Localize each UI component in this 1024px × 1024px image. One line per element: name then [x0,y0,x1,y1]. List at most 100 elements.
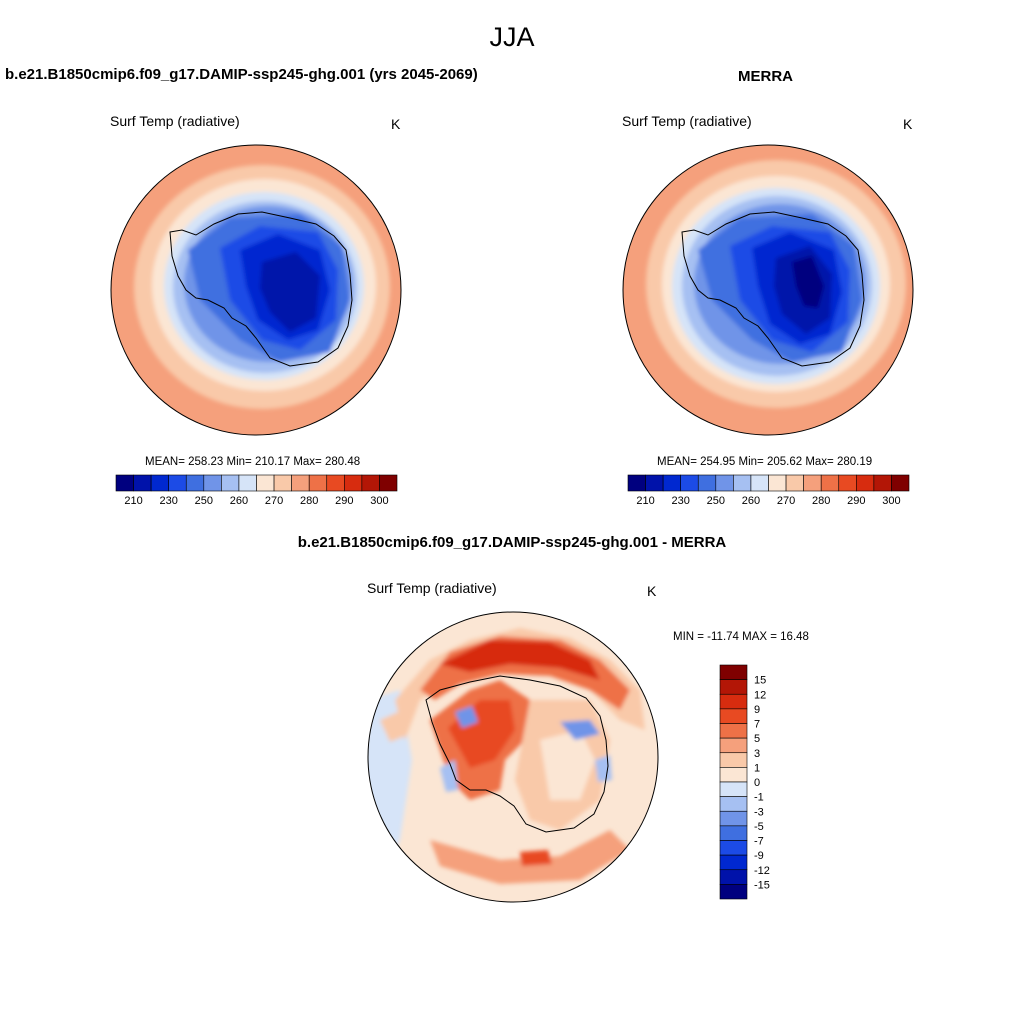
panel3-colorbar-tick-label: 12 [754,689,766,701]
panel2-colorbar-tick-label: 270 [777,495,795,507]
panel1-colorbar-box [115,474,134,492]
panel3-colorbar-box [719,693,748,710]
panel3-colorbar-box [719,708,748,724]
panel1-title: b.e21.B1850cmip6.f09_g17.DAMIP-ssp245-gh… [5,66,478,83]
panel3-colorbar-box [719,737,748,754]
panel2-colorbar-tick-label: 250 [707,495,725,507]
panel2-colorbar-box [856,474,875,492]
panel1-colorbar-tick-label: 250 [195,495,213,507]
panel3-colorbar-tick-label: -5 [754,821,764,833]
panel1-colorbar-box [256,474,275,492]
panel1-colorbar: 210 230 250 260 270 280 290 300 [115,474,398,507]
panel2-colorbar: 210 230 250 260 270 280 290 300 [627,474,910,507]
panel3-colorbar-tick-label: 0 [754,777,760,789]
panel2-colorbar-box [627,474,646,492]
panel3-map-border [367,611,659,903]
panel3-field-patch [455,706,478,728]
panel3-field-patch [380,712,405,742]
panel1-colorbar-box [273,474,292,492]
panel1-colorbar-box [326,474,345,492]
panel3-title: b.e21.B1850cmip6.f09_g17.DAMIP-ssp245-gh… [297,534,727,551]
panel1-colorbar-tick-label: 300 [370,495,388,507]
panel1-colorbar-box [168,474,187,492]
panel2-colorbar-box [838,474,857,492]
panel2-coastline [681,211,865,367]
panel2-colorbar-box [803,474,822,492]
panel2-colorbar-tick-label: 280 [812,495,830,507]
panel1-colorbar-tick-label: 290 [335,495,353,507]
panel2-colorbar-tick-label: 260 [742,495,760,507]
panel3-colorbar-tick-label: 1 [754,762,760,774]
panel2-colorbar-tick-label: 210 [636,495,654,507]
panel3-map [368,612,658,902]
panel2-stats: MEAN= 254.95 Min= 205.62 Max= 280.19 [657,456,873,468]
panel3-stats: MIN = -11.74 MAX = 16.48 [673,631,809,643]
panel1-colorbar-box [150,474,169,492]
panel3-colorbar-box [719,752,748,768]
panel1-colorbar-tick-label: 210 [124,495,142,507]
panel3-colorbar-tick-label: 7 [754,719,760,731]
panel2-colorbar-box [733,474,752,492]
panel1-colorbar-box [291,474,310,492]
panel1-stats: MEAN= 258.23 Min= 210.17 Max= 280.48 [145,456,361,468]
panel3-colorbar-tick-label: 9 [754,704,760,716]
panel1-coastline [169,211,353,367]
panel2-map-border [622,144,914,436]
panel1-variable-label: Surf Temp (radiative) [110,113,240,129]
panel2-colorbar-box [768,474,787,492]
panel3-colorbar-box [719,664,748,680]
panel3-field-patch [430,830,630,884]
panel3-colorbar-tick-label: -15 [754,879,770,891]
panel1-colorbar-box [185,474,205,492]
panel2-colorbar-box [715,474,734,492]
panel3-colorbar-tick-label: -9 [754,850,764,862]
panel1-colorbar-box [221,474,240,492]
panel3-colorbar-tick-label: 15 [754,675,766,687]
panel3-colorbar-tick-label: -12 [754,865,770,877]
panel1-colorbar-box [344,474,363,492]
panel3-colorbar-box [719,679,748,695]
panel3-colorbar-box [719,796,748,812]
panel2-colorbar-box [891,474,910,492]
panel3-colorbar-box [719,810,748,827]
panel2-variable-label: Surf Temp (radiative) [622,113,752,129]
panel3-colorbar-tick-label: -3 [754,806,764,818]
panel3-units-label: K [647,583,657,599]
panel3-colorbar-box [719,781,748,797]
panel1-colorbar-box [133,474,152,492]
panel3-colorbar-tick-label: 5 [754,733,760,745]
panel1-colorbar-box [361,474,380,492]
panel3-field-patch [540,730,595,800]
panel3-colorbar: 15 12 9 7 5 3 1 0 -1 -3 -5 -7 -9 -12 -15 [719,664,770,900]
panel3-field-patch [520,850,552,866]
panel1-colorbar-box [379,474,398,492]
panel2-colorbar-box [697,474,717,492]
panel3-colorbar-box [719,854,748,871]
panel3-field-patch [560,720,600,740]
panel2-colorbar-box [873,474,892,492]
panel1-colorbar-box [203,474,222,492]
panel1-field-band [260,252,320,332]
panel3-colorbar-box [719,869,748,885]
panel3-colorbar-box [719,825,748,841]
panel3-colorbar-box [719,840,748,856]
panel2-colorbar-box [820,474,840,492]
panel1-colorbar-tick-label: 270 [265,495,283,507]
panel2-field-band [792,256,824,308]
panel2-title: MERRA [738,68,793,85]
panel2-colorbar-tick-label: 300 [882,495,900,507]
panel2-colorbar-tick-label: 290 [847,495,865,507]
panel3-colorbar-tick-label: -1 [754,792,764,804]
panel3-colorbar-tick-label: 3 [754,748,760,760]
panel2-colorbar-box [750,474,769,492]
panel3-colorbar-box [719,767,748,783]
panel2-colorbar-box [785,474,804,492]
panel1-colorbar-box [238,474,257,492]
panel3-colorbar-box [719,884,748,900]
panel1-colorbar-tick-label: 280 [300,495,318,507]
panel2-map [623,145,913,435]
panel2-colorbar-box [645,474,664,492]
panel1-colorbar-box [308,474,328,492]
panel2-colorbar-box [662,474,681,492]
